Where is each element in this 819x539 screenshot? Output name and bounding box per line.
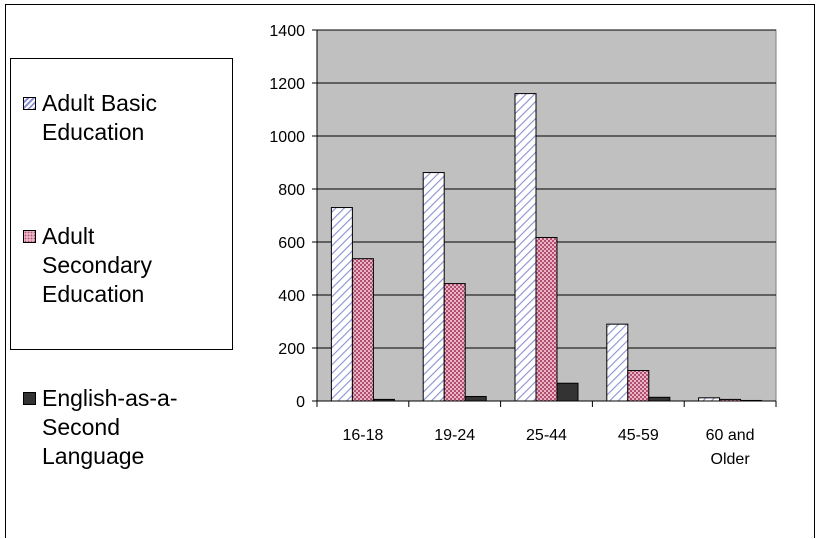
bar-45-59-series-0 [606, 323, 629, 402]
bar-45-59-series-2 [648, 396, 671, 402]
y-tick-label: 1200 [269, 76, 305, 93]
bar-19-24-series-2 [464, 395, 487, 402]
y-axis-ticks: 0 200 400 600 800 1000 1200 1400 [269, 23, 317, 411]
y-tick-label: 400 [278, 288, 305, 305]
legend-label: Adult Secondary Education [42, 223, 152, 307]
bar-45-59-series-1 [627, 370, 650, 402]
bars [330, 93, 763, 402]
x-axis-ticks: 16-18 19-24 25-44 45-59 60 and Older [316, 401, 777, 468]
y-tick-label: 800 [278, 182, 305, 199]
bar-16-18-series-1 [351, 258, 374, 402]
bar-16-18-series-0 [330, 207, 353, 402]
axes [316, 30, 776, 402]
legend-label: Adult Basic Education [42, 90, 158, 145]
x-tick-label: 16-18 [342, 427, 383, 444]
x-tick-label: 25-44 [526, 427, 567, 444]
y-tick-label: 200 [278, 341, 305, 358]
legend-swatch-solid [23, 392, 36, 405]
y-tick-label: 600 [278, 235, 305, 252]
y-tick-label: 0 [296, 394, 305, 411]
bar-25-44-series-1 [535, 236, 558, 402]
bar-19-24-series-0 [422, 172, 445, 402]
legend-swatch-hatched [23, 97, 36, 110]
x-tick-label: 19-24 [434, 427, 475, 444]
chart-frame [5, 4, 815, 538]
bar-19-24-series-1 [443, 283, 466, 402]
x-tick-label: 60 and Older [706, 427, 755, 468]
y-tick-label: 1400 [269, 23, 305, 40]
bar-25-44-series-0 [514, 93, 537, 402]
legend-label: English-as-a- Second Language [42, 385, 178, 469]
legend: Adult Basic Education Adult Secondary Ed… [10, 58, 233, 469]
bar-25-44-series-2 [556, 382, 579, 402]
x-tick-label: 45-59 [618, 427, 659, 444]
legend-swatch-dotted [23, 230, 36, 243]
y-tick-label: 1000 [269, 129, 305, 146]
